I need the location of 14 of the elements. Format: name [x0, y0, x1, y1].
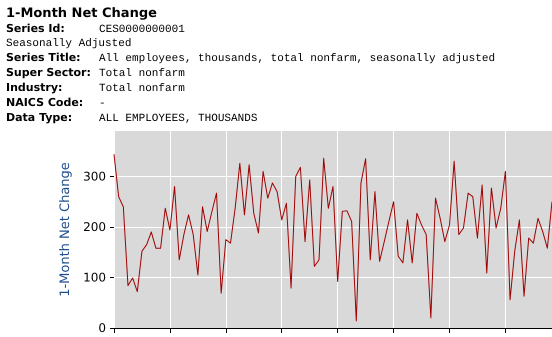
text: Series Id: CES0000000001 [6, 22, 185, 36]
text: Super Sector: Total nonfarm [6, 66, 185, 80]
line-series [114, 154, 552, 322]
text: Series Title: All employees, thousands, total nonfarm, seasonally adjusted [6, 51, 496, 65]
text: NAICS Code: - [6, 96, 106, 110]
y-tick-label: 0 [98, 321, 106, 335]
text: Data Type: ALL EMPLOYEES, THOUSANDS [6, 111, 258, 125]
y-axis-title: 1-Month Net Change [58, 162, 74, 297]
y-tick-label: 100 [83, 270, 106, 284]
text: Seasonally Adjusted [6, 38, 132, 50]
y-tick-label: 200 [83, 220, 106, 234]
y-tick-label: 300 [83, 169, 106, 184]
text: Industry: Total nonfarm [6, 81, 185, 95]
chart-title: 1-Month Net Change [6, 6, 158, 21]
